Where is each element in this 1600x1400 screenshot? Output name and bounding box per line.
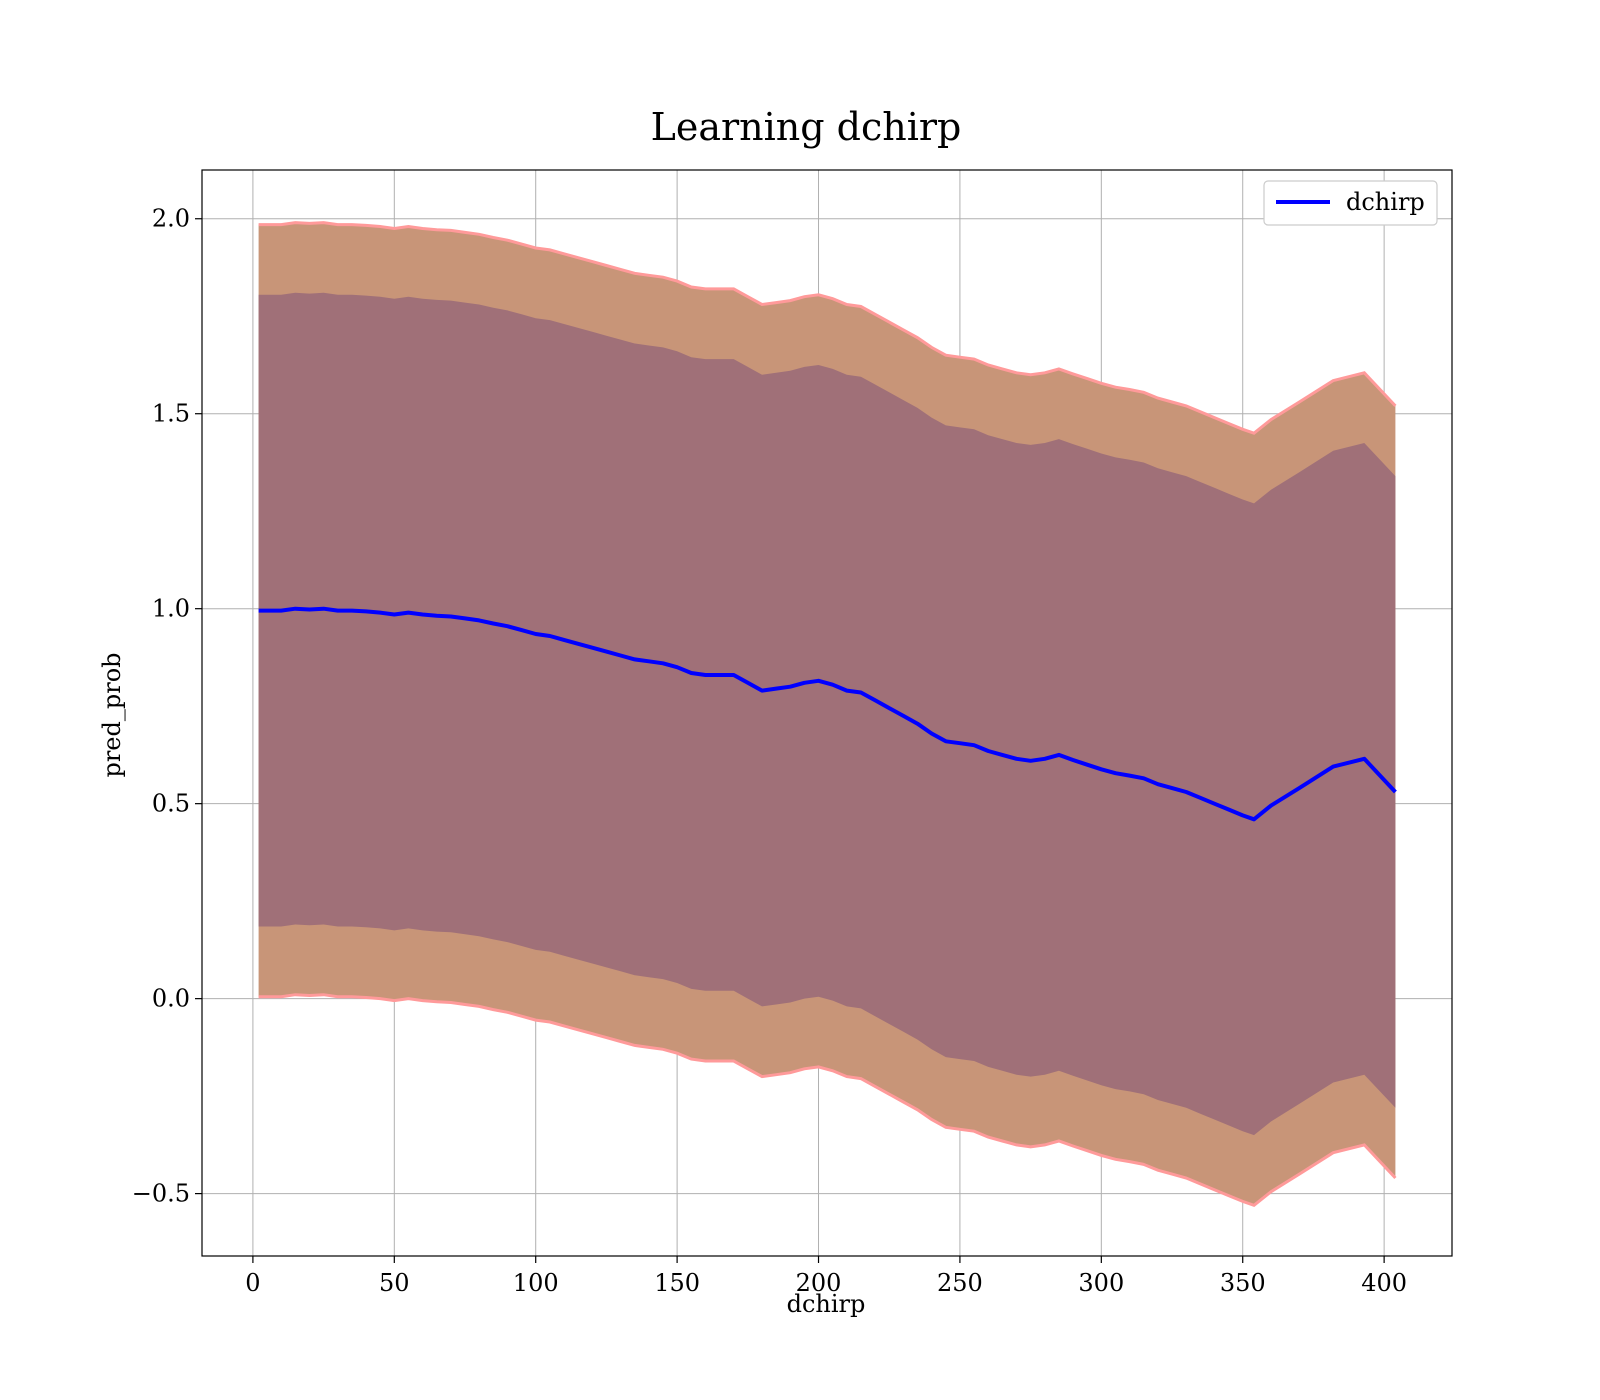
- y-tick-label: 2.0: [152, 205, 190, 233]
- y-tick-label: −0.5: [132, 1180, 190, 1208]
- inner-confidence-band: [258, 292, 1396, 1136]
- chart-title: Learning dchirp: [651, 105, 962, 149]
- outer-band-upper-edge: [258, 221, 1397, 435]
- x-tick-label: 150: [654, 1269, 700, 1297]
- x-tick-label: 0: [245, 1269, 260, 1297]
- y-tick-label: 0.5: [152, 790, 190, 818]
- x-tick-label: 350: [1220, 1269, 1266, 1297]
- line-layer: [258, 606, 1397, 822]
- x-tick-label: 100: [513, 1269, 559, 1297]
- x-tick-label: 200: [796, 1269, 842, 1297]
- y-tick-label: 0.0: [152, 985, 190, 1013]
- x-tick-label: 50: [379, 1269, 410, 1297]
- legend-label: dchirp: [1346, 188, 1425, 216]
- legend-box: [1263, 180, 1438, 226]
- plot-frame: [201, 169, 1453, 1257]
- plot-area: [202, 170, 1452, 1256]
- outer-band-lower-edge: [258, 993, 1397, 1207]
- y-tick-label: 1.0: [152, 595, 190, 623]
- band-layer: [258, 221, 1397, 1207]
- x-tick-label: 400: [1361, 1269, 1407, 1297]
- x-tick-label: 250: [937, 1269, 983, 1297]
- y-axis-label: pred_prob: [98, 652, 126, 777]
- x-axis-ticks: 0 50 100 150 200 250 300 350 400: [245, 1256, 1407, 1297]
- x-axis-label: dchirp: [787, 1290, 866, 1318]
- x-tick-label: 300: [1078, 1269, 1124, 1297]
- y-axis-ticks: −0.5 0.0 0.5 1.0 1.5 2.0: [132, 205, 202, 1208]
- legend: dchirp: [1263, 180, 1438, 226]
- series-line-dchirp: [258, 606, 1397, 822]
- y-tick-label: 1.5: [152, 400, 190, 428]
